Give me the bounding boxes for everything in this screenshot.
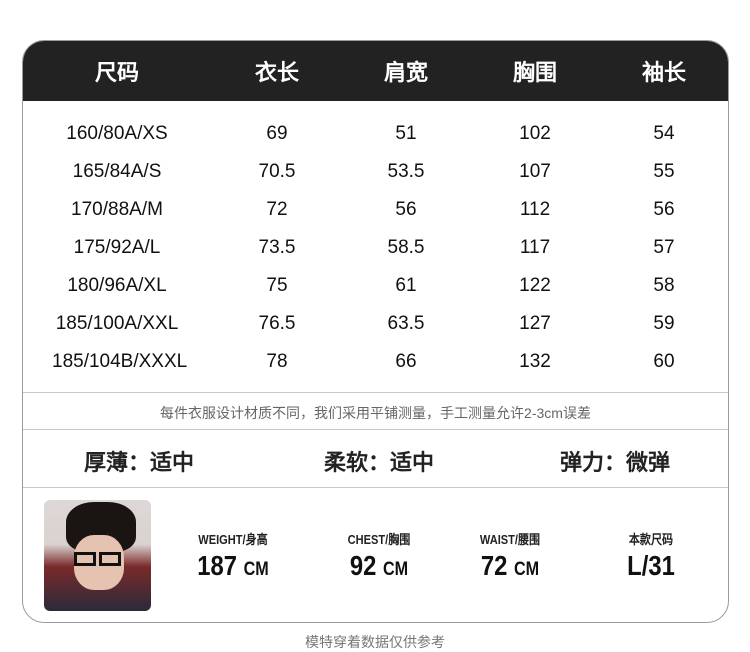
table-cell: 170/88A/M: [71, 199, 163, 220]
table-cell: 58: [653, 275, 675, 296]
divider: [23, 392, 728, 393]
attribute-elasticity: 弹力：微弹: [559, 450, 670, 475]
stat-label: WEIGHT/身高: [198, 532, 268, 547]
model-stat: WAIST/腰围 72 CM: [440, 529, 580, 582]
attribute-thickness: 厚薄：适中: [83, 450, 194, 475]
table-cell: 185/100A/XXL: [55, 313, 179, 334]
stat-label: CHEST/胸围: [347, 532, 411, 547]
stat-value: 72 CM: [451, 550, 570, 582]
divider: [23, 429, 728, 430]
column-header: 袖长: [641, 60, 686, 85]
table-cell: 132: [519, 351, 551, 372]
table-cell: 127: [519, 313, 551, 334]
model-stat: CHEST/胸围 92 CM: [309, 529, 449, 582]
table-cell: 63.5: [387, 313, 425, 334]
table-cell: 66: [395, 351, 417, 372]
footer-disclaimer: 模特穿着数据仅供参考: [305, 634, 445, 650]
table-cell: 107: [519, 161, 551, 182]
table-cell: 51: [395, 123, 417, 144]
stat-value: 187 CM: [174, 550, 293, 582]
stat-number: 72: [480, 550, 508, 581]
table-cell: 185/104B/XXXL: [52, 351, 188, 372]
table-cell: 122: [519, 275, 551, 296]
table-cell: 165/84A/S: [72, 161, 162, 182]
table-cell: 180/96A/XL: [67, 275, 167, 296]
table-cell: 69: [266, 123, 288, 144]
measurement-note: 每件衣服设计材质不同，我们采用平铺测量，手工测量允许2-3cm误差: [160, 405, 591, 421]
table-cell: 58.5: [387, 237, 425, 258]
size-chart-card: 尺码 衣长 肩宽 胸围 袖长 160/80A/XS 69 51 102 54 165/84A/S 7…: [22, 40, 729, 623]
table-cell: 76.5: [258, 313, 296, 334]
table-cell: 73.5: [258, 237, 296, 258]
attribute-softness: 柔软：适中: [323, 450, 434, 475]
column-header: 尺码: [94, 60, 139, 85]
table-cell: 55: [653, 161, 675, 182]
stat-value: 92 CM: [320, 550, 439, 582]
column-header: 衣长: [254, 60, 299, 85]
stat-label: WAIST/腰围: [479, 532, 541, 547]
divider: [23, 487, 728, 488]
table-cell: 102: [519, 123, 551, 144]
table-cell: 61: [395, 275, 417, 296]
stat-number: 187: [197, 550, 237, 581]
table-cell: 112: [519, 199, 551, 220]
table-cell: 70.5: [258, 161, 296, 182]
table-cell: 160/80A/XS: [66, 123, 168, 144]
stat-value: L/31: [592, 550, 711, 582]
table-cell: 56: [395, 199, 417, 220]
table-cell: 175/92A/L: [73, 237, 161, 258]
table-cell: 75: [266, 275, 288, 296]
table-cell: 54: [653, 123, 675, 144]
model-stat: WEIGHT/身高 187 CM: [163, 529, 303, 582]
stat-unit: CM: [382, 559, 409, 580]
table-cell: 60: [653, 351, 675, 372]
table-cell: 53.5: [387, 161, 425, 182]
table-header: 尺码 衣长 肩宽 胸围 袖长: [23, 41, 728, 101]
table-cell: 72: [266, 199, 288, 220]
model-photo: [44, 500, 151, 611]
stat-unit: CM: [513, 559, 540, 580]
table-cell: 57: [653, 237, 675, 258]
column-header: 肩宽: [383, 60, 428, 85]
table-cell: 59: [653, 313, 675, 334]
stat-number: 92: [349, 550, 377, 581]
column-header: 胸围: [512, 60, 557, 85]
model-stat: 本款尺码 L/31: [581, 529, 721, 582]
stat-number: L/31: [627, 550, 675, 581]
table-cell: 78: [266, 351, 288, 372]
table-cell: 117: [519, 237, 551, 258]
stat-unit: CM: [243, 559, 269, 580]
stat-label: 本款尺码: [628, 532, 674, 547]
table-cell: 56: [653, 199, 675, 220]
